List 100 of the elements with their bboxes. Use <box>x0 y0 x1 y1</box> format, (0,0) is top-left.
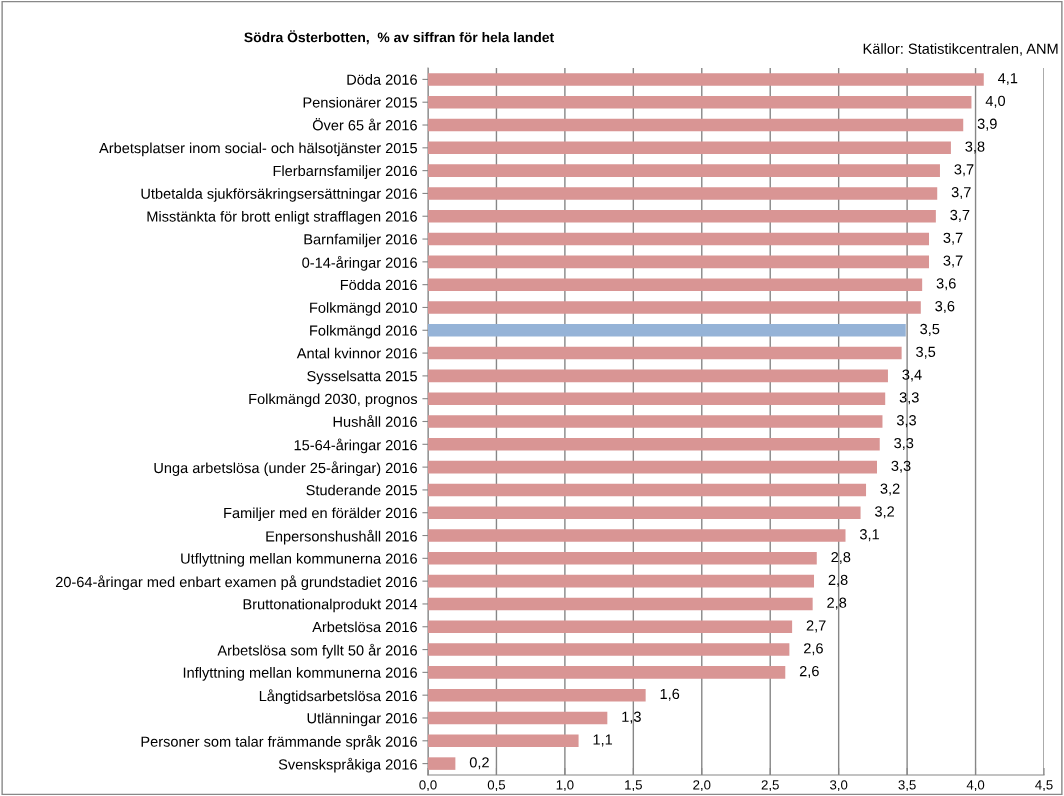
bar <box>428 118 964 132</box>
y-tick-label: Pensionärer 2015 <box>303 96 417 108</box>
bar <box>428 597 813 611</box>
data-label: 3,3 <box>891 460 911 473</box>
bar <box>428 552 817 565</box>
data-label: 2,6 <box>799 665 819 679</box>
data-label: 3,4 <box>902 369 922 382</box>
y-tick-label: Barnfamiljer 2016 <box>304 233 417 248</box>
data-label: 2,8 <box>828 574 848 587</box>
data-label: 3,7 <box>954 164 974 177</box>
text: Källor: Statistikcentralen, ANM <box>863 43 1058 56</box>
bar <box>428 232 930 246</box>
y-tick-label: Flerbarnsfamiljer 2016 <box>273 165 417 179</box>
y-tick-label: Studerande 2015 <box>306 484 417 496</box>
data-label: 3,7 <box>950 209 970 222</box>
data-label: 3,9 <box>977 118 997 131</box>
data-label: 3,3 <box>899 392 919 405</box>
bar <box>428 438 880 451</box>
bar <box>428 734 579 748</box>
bar <box>428 506 861 519</box>
bar <box>428 95 972 109</box>
chart-title: Södra Österbotten, % av siffran för hela landet <box>244 30 554 45</box>
y-tick-label: Familjer med en förälder 2016 <box>224 507 417 522</box>
y-tick-label: Långtidsarbetslösa 2016 <box>259 689 417 705</box>
bar <box>428 688 646 702</box>
y-tick-label: Misstänkta för brott enligt strafflagen 2016 <box>147 210 417 225</box>
y-tick-label: Svenskspråkiga 2016 <box>278 757 417 773</box>
data-label: 3,6 <box>936 278 956 291</box>
y-tick-label: Personer som talar främmande språk 2016 <box>141 734 417 750</box>
bar <box>428 278 923 291</box>
data-label: 2,8 <box>827 597 847 610</box>
y-tick-label: Unga arbetslösa (under 25-åringar) 2016 <box>154 461 417 477</box>
y-tick-label: Folkmängd 2010 <box>310 302 418 316</box>
bar <box>428 301 921 314</box>
y-tick-label: Döda 2016 <box>347 74 417 85</box>
bar <box>428 460 877 474</box>
y-tick-label: Inflyttning mellan kommunerna 2016 <box>183 667 417 681</box>
bar <box>428 529 846 542</box>
x-tick-label: 3,5 <box>898 780 916 792</box>
data-label: 1,6 <box>660 688 680 701</box>
data-label: 0,2 <box>469 757 489 770</box>
y-tick-label: Sysselsatta 2015 <box>307 370 417 385</box>
bar <box>428 483 867 497</box>
x-tick-label: 1,5 <box>625 780 642 792</box>
bar <box>428 666 786 679</box>
bar <box>428 415 883 428</box>
x-tick-label: 2,0 <box>693 780 711 792</box>
bar <box>428 209 936 223</box>
data-label: 3,5 <box>920 323 940 336</box>
x-tick-label: 0,5 <box>487 780 506 792</box>
data-label: 2,6 <box>804 643 823 656</box>
bar <box>428 346 902 360</box>
bar <box>428 324 906 337</box>
data-label: 3,2 <box>875 506 894 519</box>
bar <box>428 369 888 383</box>
y-tick-label: Utflyttning mellan kommunerna 2016 <box>181 553 417 567</box>
x-tick-label: 3,0 <box>830 780 848 792</box>
y-tick-label: Hushåll 2016 <box>333 415 417 427</box>
data-label: 3,2 <box>880 483 900 496</box>
bar <box>428 187 938 200</box>
data-label: 3,6 <box>935 301 955 314</box>
data-label: 4,1 <box>997 73 1018 86</box>
bar <box>428 255 930 269</box>
data-label: 4,0 <box>985 95 1006 108</box>
y-tick-label: Folkmängd 2030, prognos <box>249 393 418 407</box>
x-tick-label: 0,0 <box>419 780 437 792</box>
y-tick-label: Födda 2016 <box>340 279 417 291</box>
y-tick-label: 0-14-åringar 2016 <box>302 255 417 271</box>
y-tick-label: Folkmängd 2016 <box>310 324 417 339</box>
data-label: 2,7 <box>806 620 826 633</box>
x-tick-label: 4,0 <box>966 780 985 792</box>
bar <box>428 643 790 656</box>
y-tick-label: Utbetalda sjukförsäkringsersättningar 2016 <box>141 188 417 202</box>
bar <box>428 757 456 770</box>
x-tick-label: 2,5 <box>761 780 779 792</box>
y-tick-label: Antal kvinnor 2016 <box>296 347 417 359</box>
y-tick-label: Utlänningar 2016 <box>307 712 417 727</box>
y-tick-label: Arbetslösa 2016 <box>312 621 417 633</box>
data-label: 3,5 <box>916 346 936 359</box>
y-tick-label: 20-64-åringar med enbart examen på grundstadiet 2016 <box>55 575 417 591</box>
y-tick-label: Bruttonationalprodukt 2014 <box>243 598 418 613</box>
data-label: 3,1 <box>859 529 879 542</box>
y-tick-label: Arbetslösa som fyllt 50 år 2016 <box>217 643 417 659</box>
bar <box>428 73 984 86</box>
bar <box>428 711 608 725</box>
data-label: 3,7 <box>943 232 963 245</box>
bar <box>428 392 886 405</box>
data-label: 3,8 <box>965 141 985 154</box>
x-tick-label: 1,0 <box>556 780 574 792</box>
bar <box>428 164 940 177</box>
data-label: 3,7 <box>951 187 971 200</box>
data-label: 3,3 <box>896 415 916 428</box>
y-tick-label: Över 65 år 2016 <box>312 118 417 131</box>
bar <box>428 620 793 634</box>
data-label: 3,3 <box>894 437 914 450</box>
y-tick-label: Enpersonshushåll 2016 <box>266 529 417 545</box>
data-label: 1,1 <box>593 734 613 747</box>
bar <box>428 574 815 588</box>
data-label: 2,8 <box>831 551 851 564</box>
x-tick-label: 4,5 <box>1035 780 1053 792</box>
